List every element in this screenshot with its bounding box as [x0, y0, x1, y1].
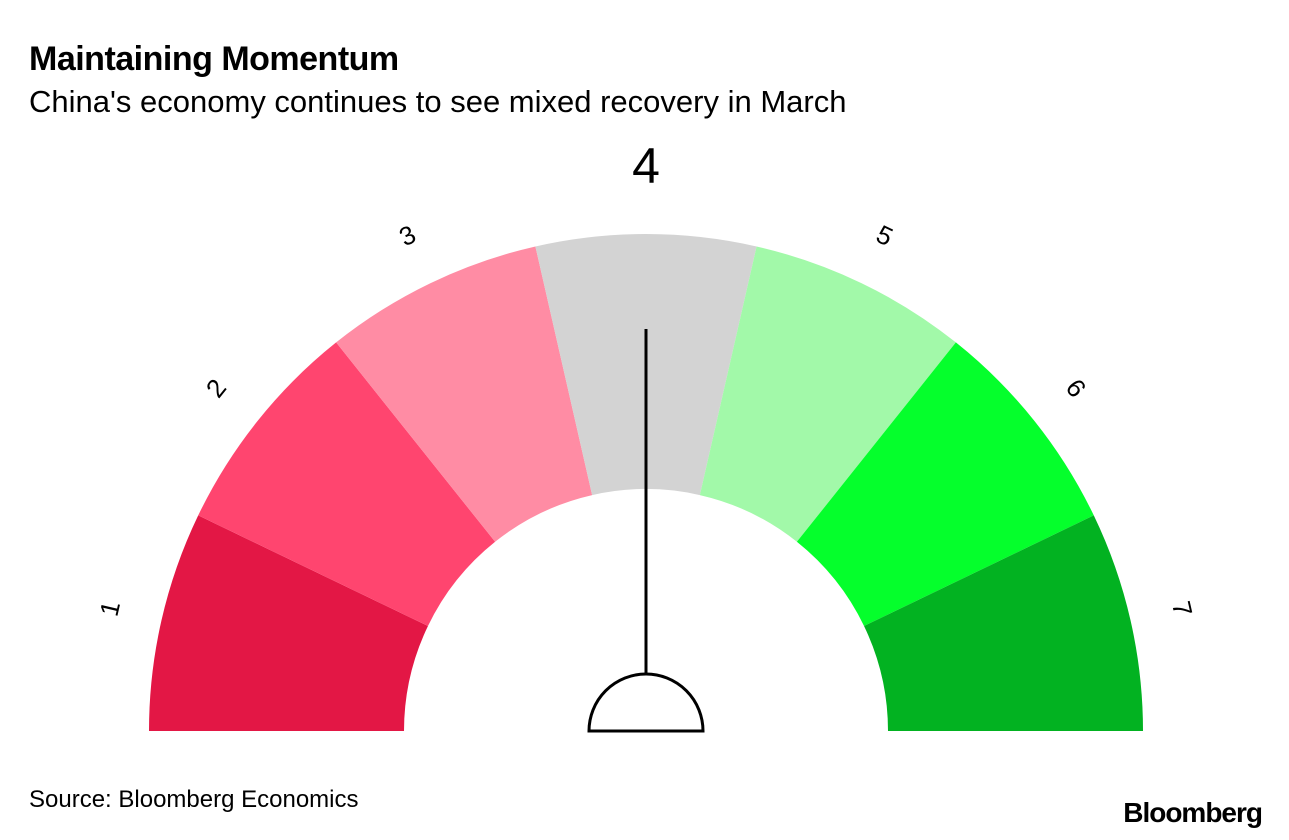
gauge-tick-label-5: 5 — [872, 219, 898, 252]
chart-subtitle: China's economy continues to see mixed r… — [29, 84, 847, 119]
gauge-segment-6 — [796, 342, 1094, 627]
gauge-tick-label-2: 2 — [200, 373, 232, 403]
source-note: Source: Bloomberg Economics — [29, 786, 359, 813]
gauge-chart: 1 2 3 4 5 6 7 — [94, 140, 1198, 733]
gauge-tick-label-7: 7 — [1166, 598, 1198, 619]
gauge-segment-2 — [198, 342, 496, 627]
gauge-value-label: 4 — [632, 140, 660, 194]
bloomberg-logo: Bloomberg — [1123, 797, 1263, 828]
gauge-segments — [149, 234, 1143, 731]
gauge-needle-group — [587, 329, 705, 733]
gauge-segment-3 — [336, 246, 593, 542]
gauge-tick-label-1: 1 — [94, 598, 126, 619]
gauge-segment-1 — [149, 515, 428, 731]
gauge-tick-label-3: 3 — [394, 219, 420, 252]
gauge-segment-7 — [864, 515, 1143, 731]
gauge-needle-hub — [587, 672, 705, 733]
chart-title: Maintaining Momentum — [29, 40, 399, 78]
gauge-segment-5 — [699, 246, 956, 542]
gauge-tick-label-6: 6 — [1060, 373, 1092, 403]
